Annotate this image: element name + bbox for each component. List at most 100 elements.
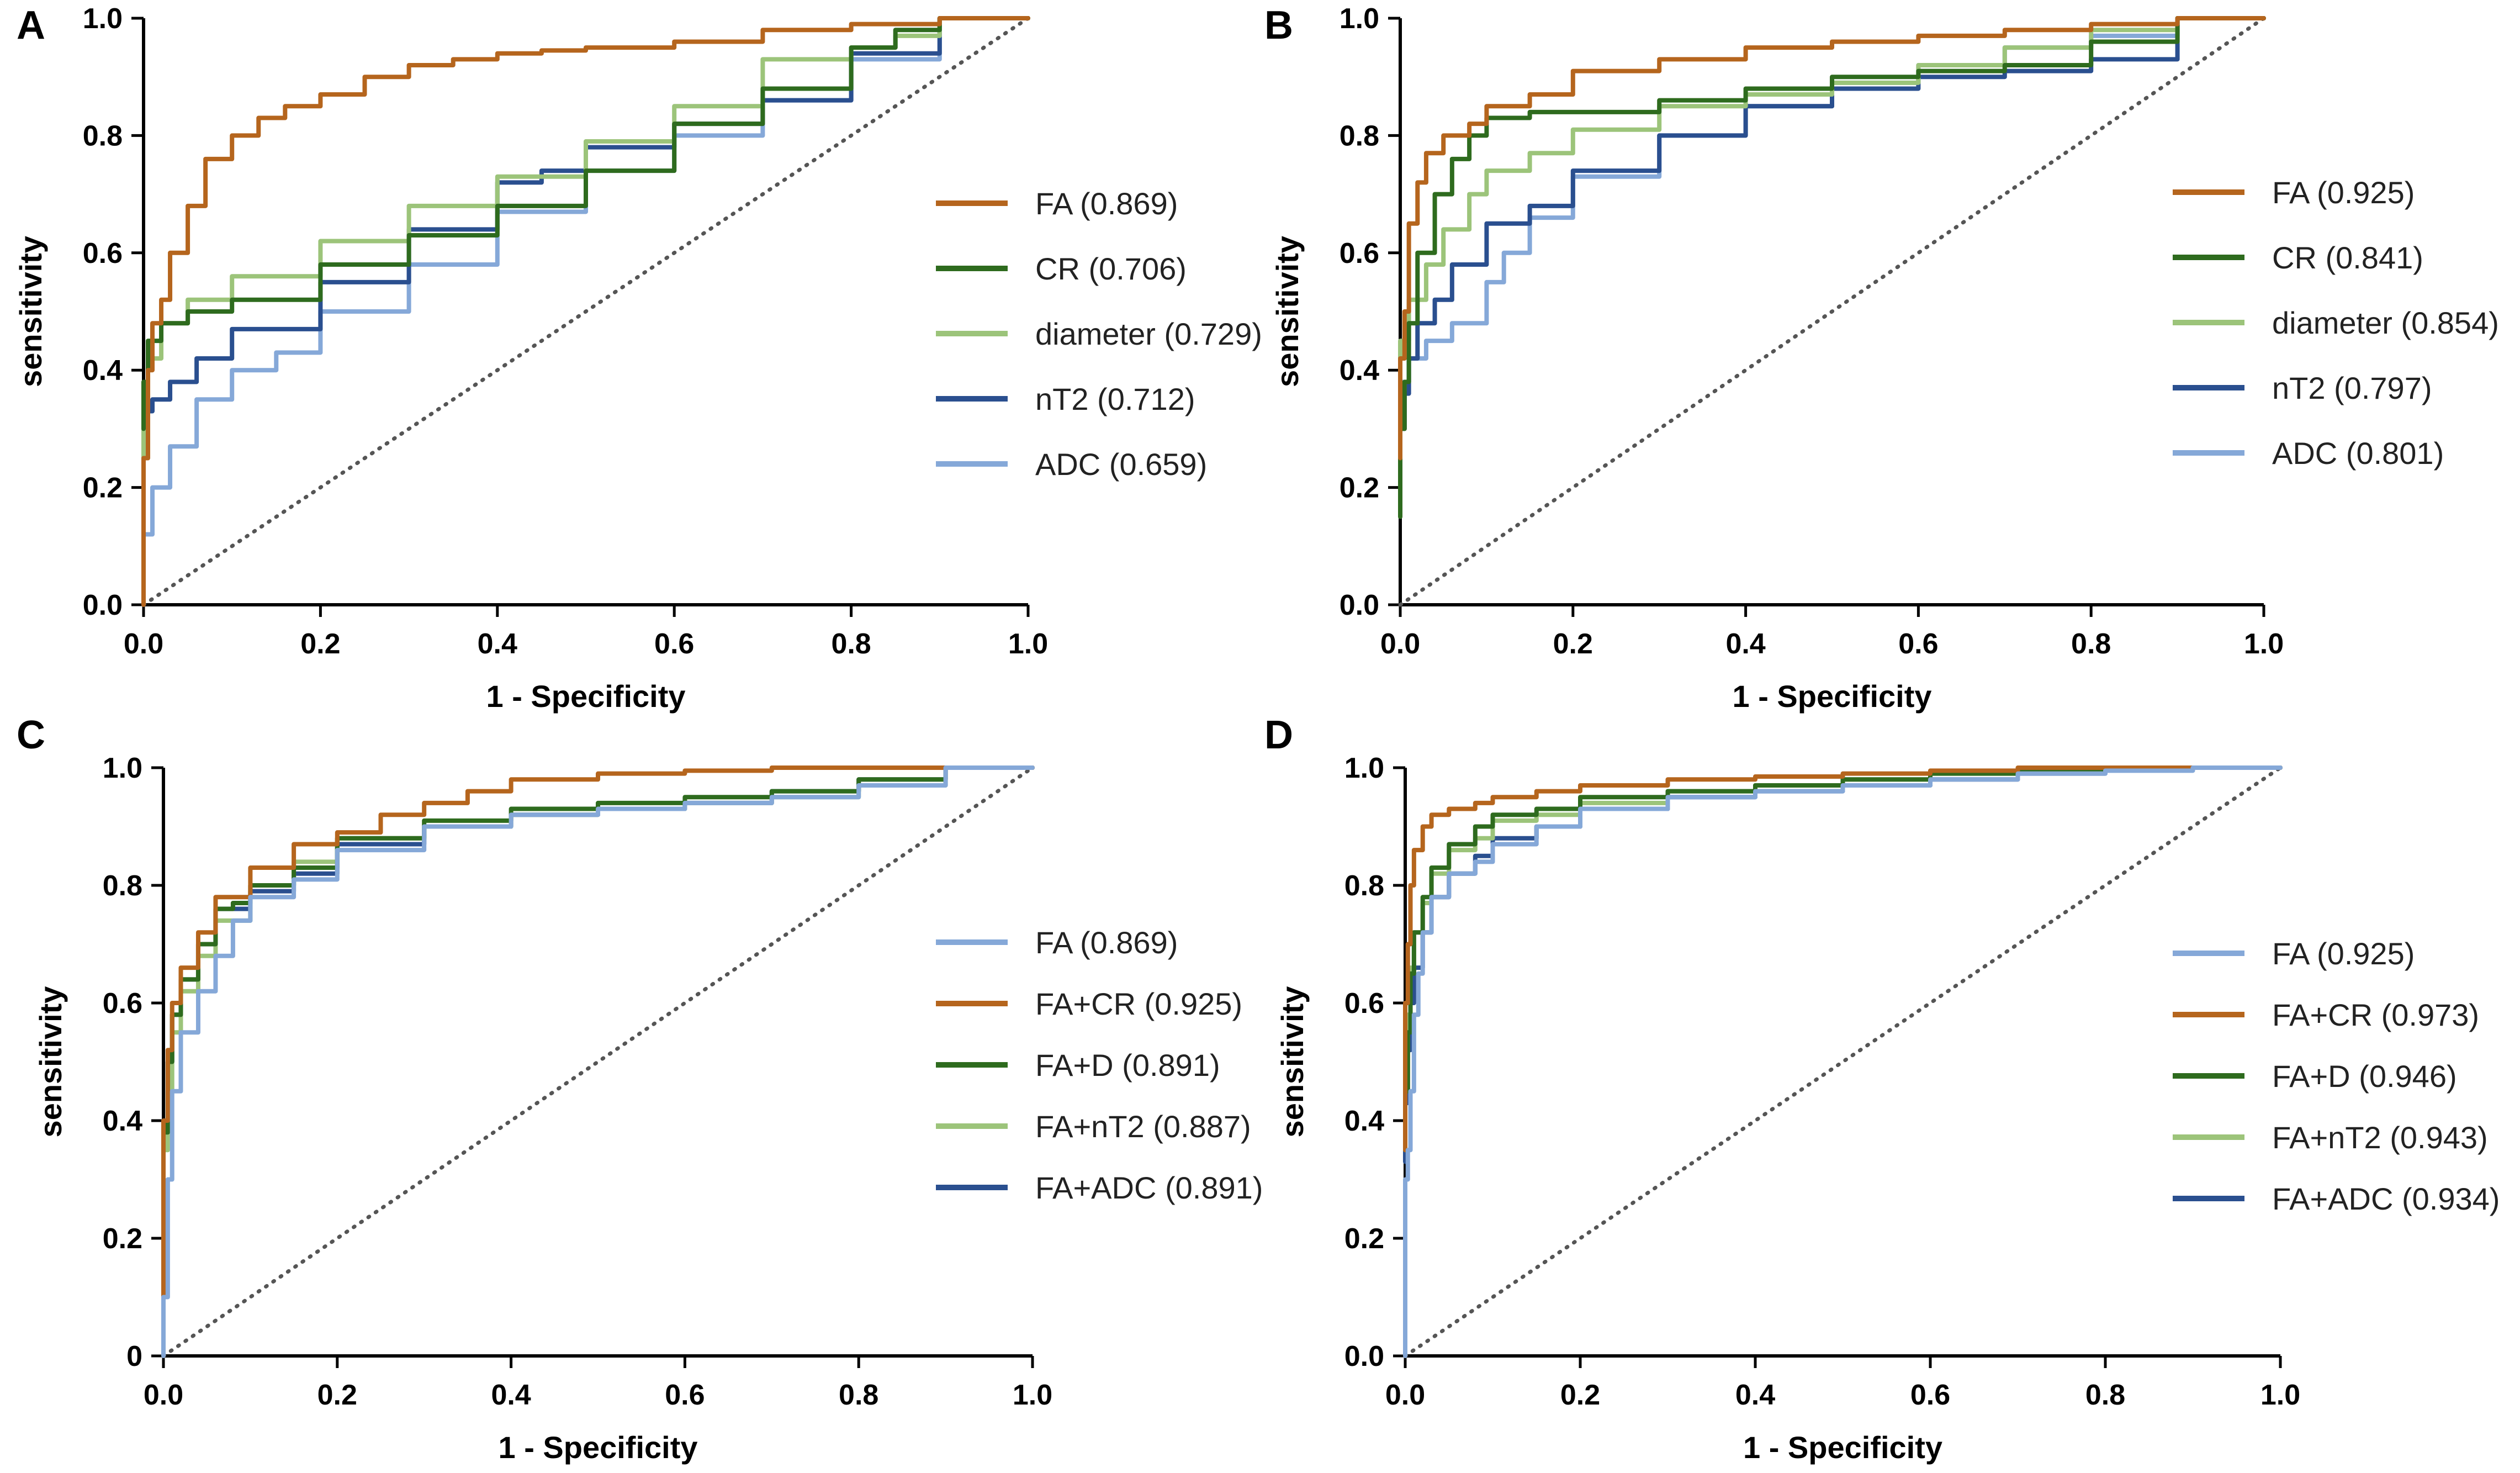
legend-label: diameter (0.854) xyxy=(2272,305,2499,340)
legend-label: FA+CR (0.973) xyxy=(2272,997,2479,1032)
y-tick-label: 0.6 xyxy=(1344,988,1384,1020)
legend-label: ADC (0.801) xyxy=(2272,436,2444,471)
x-tick-label: 0.4 xyxy=(478,628,517,660)
legend-label: CR (0.841) xyxy=(2272,240,2423,275)
x-tick-label: 0.8 xyxy=(2071,628,2111,660)
y-axis-title: sensitivity xyxy=(1270,236,1305,387)
roc-curve-diameter xyxy=(1398,16,2266,431)
x-tick-label: 0.0 xyxy=(124,628,163,660)
x-tick-label: 0.4 xyxy=(491,1379,531,1411)
x-tick-label: 0.8 xyxy=(831,628,871,660)
y-tick-label: 0.0 xyxy=(1344,1340,1384,1372)
roc-curve-fa xyxy=(1403,765,2283,1358)
x-tick-label: 0.6 xyxy=(654,628,694,660)
x-tick-label: 0.2 xyxy=(317,1379,357,1411)
x-axis-title: 1 - Specificity xyxy=(498,1430,697,1465)
y-tick-label: 0.8 xyxy=(1340,120,1379,152)
x-tick-label: 0.0 xyxy=(144,1379,183,1411)
y-tick-label: 0.2 xyxy=(103,1223,142,1255)
roc-curve-fa xyxy=(1398,16,2266,461)
reference-diagonal-line xyxy=(1403,765,2283,1358)
legend-label: FA (0.925) xyxy=(2272,175,2415,210)
panel-letter: D xyxy=(1264,713,1293,757)
panel-a: A 0.0 0.2 0.4 0.6 0.8 1.0 0.0 0.2 0.4 0.6 0.8 1.0 1 -… xyxy=(13,3,1262,714)
roc-curve-adc xyxy=(141,16,1030,578)
y-tick-label: 1.0 xyxy=(103,752,142,784)
legend-label: ADC (0.659) xyxy=(1035,447,1207,482)
x-tick-label: 0.0 xyxy=(1380,628,1420,660)
x-tick-label: 0.6 xyxy=(1898,628,1938,660)
panel-letter: A xyxy=(17,3,45,47)
roc-curve-cr xyxy=(1398,16,2266,519)
legend-label: FA+nT2 (0.943) xyxy=(2272,1120,2488,1155)
y-tick-label: 0.0 xyxy=(83,589,123,621)
y-tick-label: 0.6 xyxy=(83,237,123,270)
legend-label: FA+D (0.946) xyxy=(2272,1059,2457,1094)
legend-label: nT2 (0.797) xyxy=(2272,371,2432,405)
y-tick-label: 0.8 xyxy=(1344,870,1384,902)
legend: FA (0.869) CR (0.706) diameter (0.729) nT2 … xyxy=(936,186,1262,482)
y-tick-label: 1.0 xyxy=(1344,752,1384,784)
x-tick-label: 0.2 xyxy=(1560,1379,1600,1411)
y-tick-label: 0.6 xyxy=(1340,237,1379,270)
roc-curve-fa-cr xyxy=(1403,765,2283,1153)
legend-label: FA+D (0.891) xyxy=(1035,1048,1220,1083)
x-tick-label: 0.2 xyxy=(300,628,340,660)
roc-curve-fa-cr xyxy=(161,765,1035,1300)
x-axis-title: 1 - Specificity xyxy=(1743,1430,1942,1465)
legend: FA (0.869) FA+CR (0.925) FA+D (0.891) FA+nT… xyxy=(936,925,1263,1205)
y-axis-title: sensitivity xyxy=(33,986,68,1138)
panel-letter: B xyxy=(1264,3,1293,47)
reference-diagonal-line xyxy=(141,16,1030,607)
legend-label: nT2 (0.712) xyxy=(1035,382,1195,416)
x-tick-label: 0.6 xyxy=(1910,1379,1950,1411)
x-axis-title: 1 - Specificity xyxy=(1732,679,1931,714)
x-tick-label: 1.0 xyxy=(1013,1379,1052,1411)
y-tick-label: 0.6 xyxy=(103,988,142,1020)
legend-label: FA (0.869) xyxy=(1035,925,1178,960)
panel-c: C 0.0 0.2 0.4 0.6 0.8 1.0 0 0.2 0.4 0.6 0.8 1.0 1 - S… xyxy=(17,713,1263,1465)
y-tick-label: 0.2 xyxy=(83,472,123,504)
x-axis-title: 1 - Specificity xyxy=(486,679,685,714)
x-tick-label: 1.0 xyxy=(2244,628,2284,660)
x-tick-label: 0.0 xyxy=(1385,1379,1425,1411)
y-axis-title: sensitivity xyxy=(13,236,48,387)
x-tick-label: 0.4 xyxy=(1735,1379,1775,1411)
roc-curve-cr xyxy=(141,16,1030,431)
reference-diagonal-line xyxy=(1398,16,2266,607)
legend-label: diameter (0.729) xyxy=(1035,316,1262,351)
x-tick-label: 0.8 xyxy=(2085,1379,2125,1411)
legend: FA (0.925) CR (0.841) diameter (0.854) nT2 … xyxy=(2173,175,2499,471)
panel-b: B 0.0 0.2 0.4 0.6 0.8 1.0 0.0 0.2 0.4 0.6 0.8 1.0 1 -… xyxy=(1264,3,2499,714)
y-tick-label: 0.4 xyxy=(83,355,123,387)
x-tick-label: 1.0 xyxy=(2260,1379,2300,1411)
legend-label: FA+CR (0.925) xyxy=(1035,986,1242,1021)
roc-curve-fa xyxy=(141,16,1030,607)
legend-label: FA (0.925) xyxy=(2272,936,2415,971)
roc-curve-fa xyxy=(161,765,1035,1358)
y-tick-label: 0.8 xyxy=(83,120,123,152)
x-tick-label: 1.0 xyxy=(1008,628,1048,660)
legend-label: FA+nT2 (0.887) xyxy=(1035,1109,1251,1144)
x-tick-label: 0.6 xyxy=(665,1379,705,1411)
y-tick-label: 0 xyxy=(126,1340,142,1372)
y-tick-label: 0.8 xyxy=(103,870,142,902)
y-tick-label: 0.4 xyxy=(103,1105,142,1137)
legend-label: FA+ADC (0.891) xyxy=(1035,1170,1263,1205)
y-tick-label: 1.0 xyxy=(83,3,123,35)
panel-d: D 0.0 0.2 0.4 0.6 0.8 1.0 0.0 0.2 0.4 0.6 0.8 1.0 1 -… xyxy=(1264,713,2500,1465)
legend-label: FA+ADC (0.934) xyxy=(2272,1181,2500,1216)
y-tick-label: 0.0 xyxy=(1340,589,1379,621)
y-axis-title: sensitivity xyxy=(1275,986,1310,1138)
y-tick-label: 0.2 xyxy=(1340,472,1379,504)
roc-curve-diameter xyxy=(141,16,1030,461)
y-tick-label: 1.0 xyxy=(1340,3,1379,35)
reference-diagonal-line xyxy=(161,765,1035,1358)
panel-letter: C xyxy=(17,713,45,757)
legend: FA (0.925) FA+CR (0.973) FA+D (0.946) FA+nT… xyxy=(2173,936,2500,1216)
x-tick-label: 0.8 xyxy=(839,1379,878,1411)
x-tick-label: 0.4 xyxy=(1725,628,1765,660)
y-tick-label: 0.4 xyxy=(1344,1105,1384,1137)
legend-label: FA (0.869) xyxy=(1035,186,1178,221)
